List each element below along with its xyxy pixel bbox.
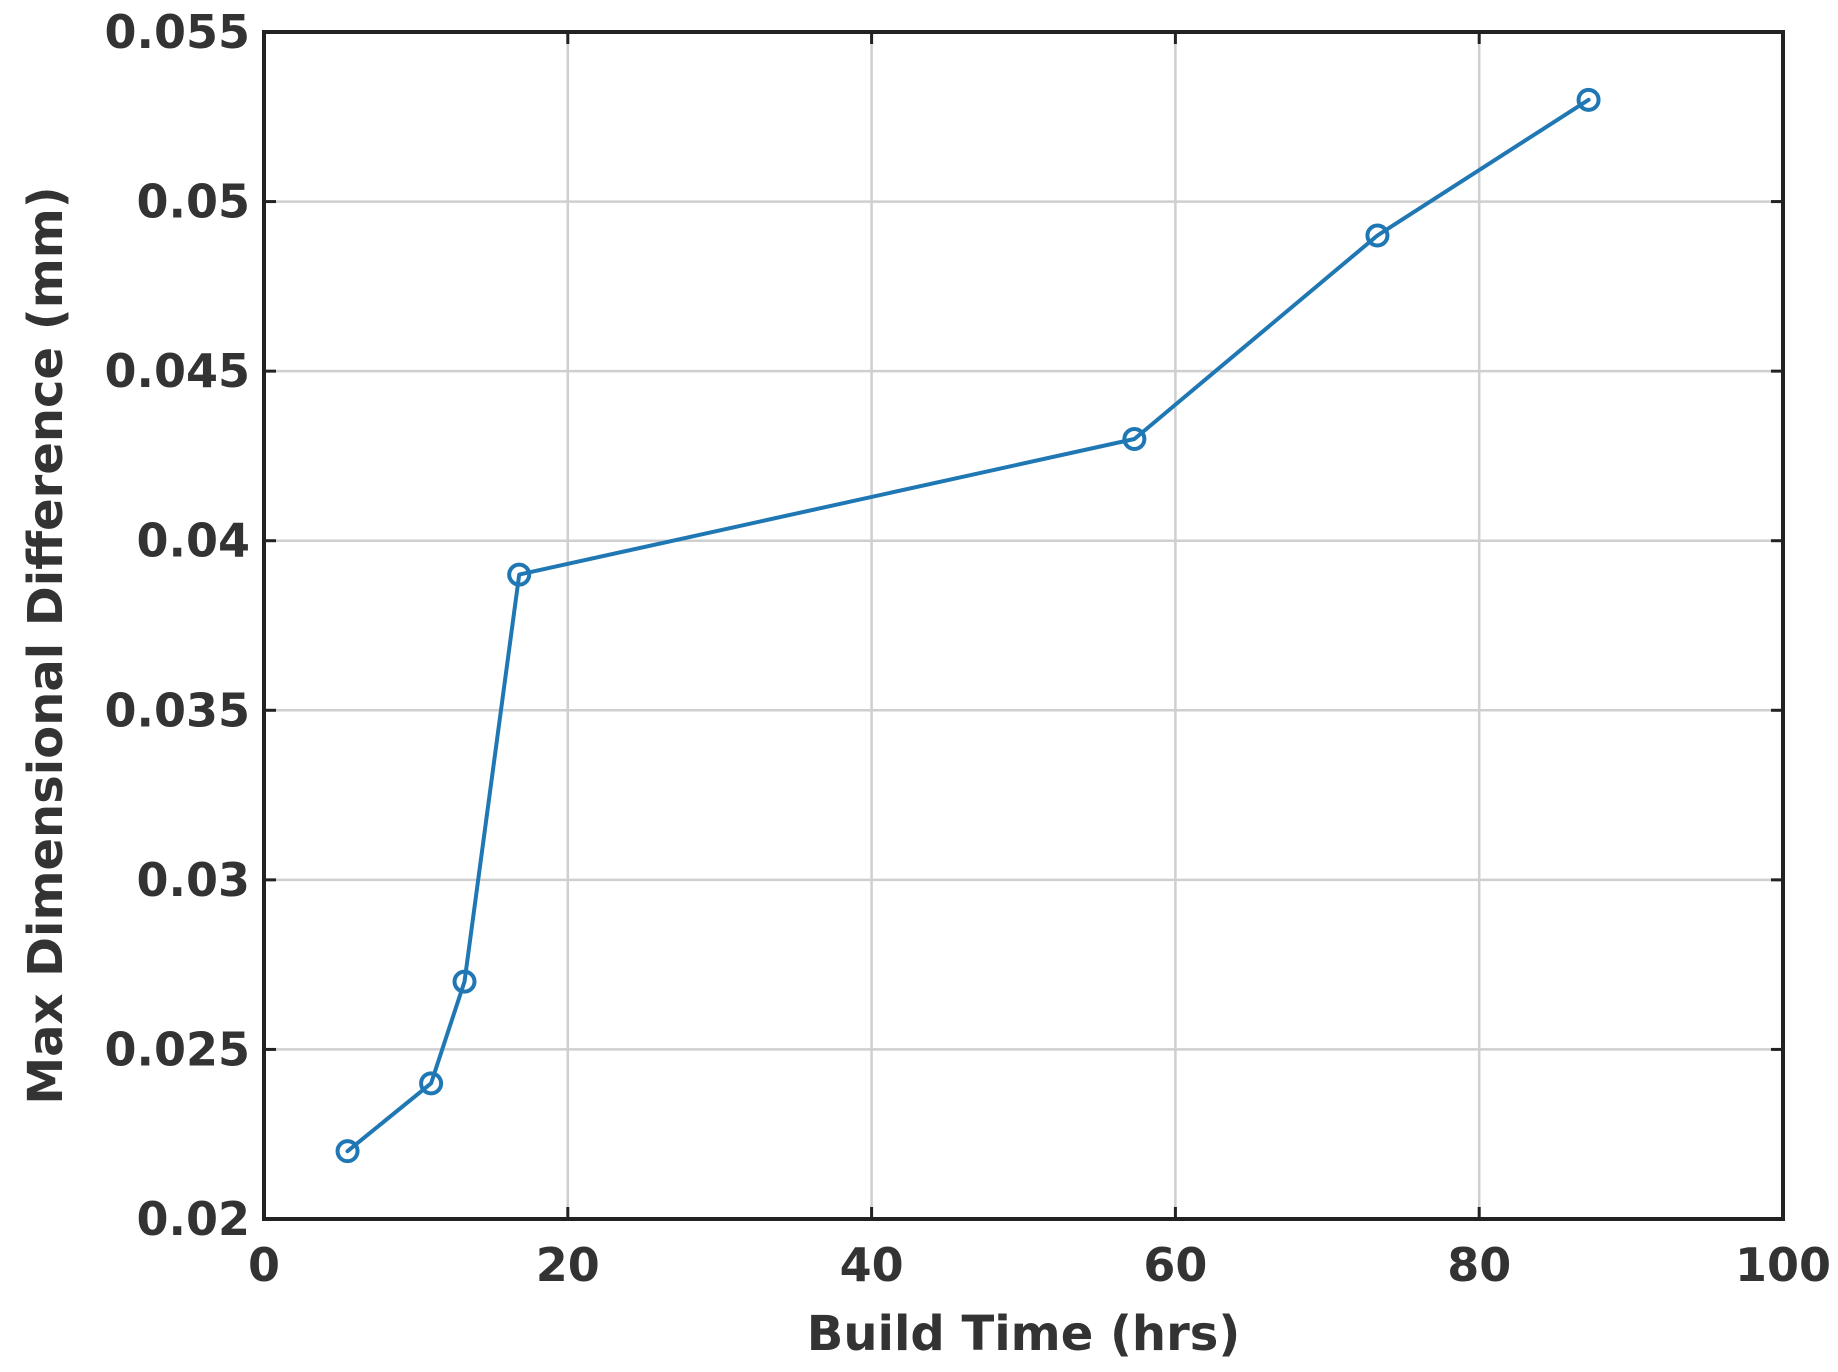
grid	[264, 32, 1783, 1219]
data-point	[507, 562, 532, 587]
y-tick-label: 0.025	[104, 1022, 250, 1076]
series-layer	[335, 87, 1601, 1164]
data-point	[419, 1071, 444, 1096]
x-tick-label: 80	[1447, 1238, 1511, 1292]
x-tick-label: 60	[1143, 1238, 1207, 1292]
tick-labels: 0 20 40 60 80 100 0.02 0.025 0.03 0.035 0.04 0.045 0…	[104, 5, 1831, 1292]
x-tick-label: 20	[536, 1238, 600, 1292]
y-tick-label: 0.02	[137, 1192, 251, 1246]
x-axis-title: Build Time (hrs)	[807, 1306, 1241, 1362]
y-tick-label: 0.035	[104, 683, 250, 737]
data-point	[452, 969, 477, 994]
axis-ticks	[262, 30, 1785, 1221]
x-tick-label: 40	[840, 1238, 904, 1292]
y-tick-label: 0.03	[137, 853, 251, 907]
data-point	[335, 1139, 360, 1164]
y-tick-label: 0.055	[104, 5, 250, 59]
x-tick-label: 0	[248, 1238, 280, 1292]
data-point	[1365, 223, 1390, 248]
y-axis-title: Max Dimensional Difference (mm)	[18, 186, 74, 1104]
y-tick-label: 0.045	[104, 344, 250, 398]
y-tick-label: 0.05	[137, 175, 251, 229]
y-tick-label: 0.04	[137, 514, 251, 568]
data-point	[1576, 87, 1601, 112]
data-point	[1122, 426, 1147, 451]
series-line	[345, 97, 1591, 1154]
plot-frame	[262, 30, 1785, 1221]
x-tick-label: 100	[1735, 1238, 1831, 1292]
